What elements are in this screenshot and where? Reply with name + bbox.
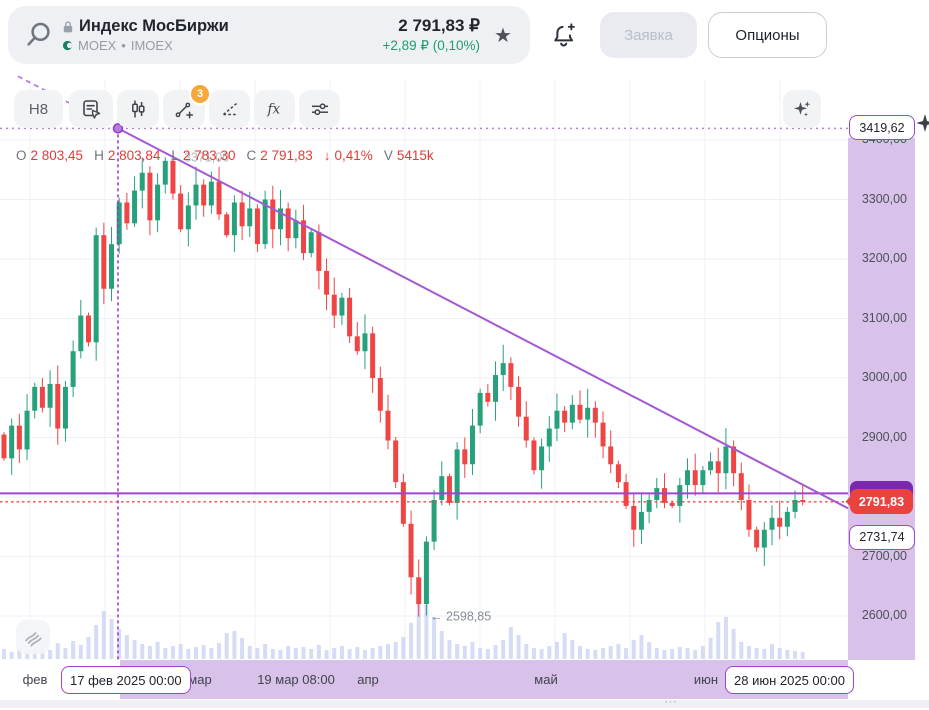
price-axis-label: 3100,00 — [861, 310, 907, 325]
price-axis-label: 3000,00 — [861, 370, 907, 384]
ohlc-v-label: V — [383, 148, 393, 163]
current-price-badge: 2791,83 — [850, 489, 913, 515]
ohlc-l-label: L — [171, 148, 179, 163]
sparkles-icon — [794, 101, 811, 117]
high-marker-label: ← 3371,00 — [168, 150, 229, 164]
drawing-price-handle-top[interactable]: 3419,62 — [849, 115, 915, 141]
options-button[interactable]: Опционы — [708, 12, 827, 58]
exchange-label: MOEX — [78, 38, 117, 53]
ohlc-h-label: Н — [94, 148, 104, 163]
chart-type-button[interactable] — [117, 90, 159, 128]
ohlc-c-value: 2 791,83 — [260, 148, 313, 163]
drawing-date-handle-end[interactable]: 28 июн 2025 00:00 — [725, 666, 854, 694]
time-axis-label: мар — [188, 672, 212, 687]
edge-sparkle-icon — [916, 112, 929, 143]
market-status-icon — [62, 40, 73, 51]
instrument-header[interactable]: Индекс МосБиржи MOEX • IMOEX 2 791,83 ₽ … — [8, 6, 530, 64]
drawing-date-handle-start[interactable]: 17 фев 2025 00:00 — [61, 666, 191, 694]
time-axis-label: май — [534, 672, 558, 687]
chart-canvas[interactable]: ← 3371,00 ← 2598,85 — [0, 72, 929, 664]
broker-watermark-logo — [16, 620, 50, 654]
price-axis-label: 2700,00 — [861, 548, 907, 563]
search-icon — [27, 22, 50, 46]
notes-tool-button[interactable] — [69, 90, 113, 128]
low-marker-label: ← 2598,85 — [430, 610, 491, 624]
fx-icon: fx — [266, 102, 280, 118]
chart-settings-button[interactable] — [299, 90, 340, 128]
ohlc-direction-arrow: ↓ — [323, 148, 331, 163]
ohlc-o-label: О — [16, 148, 27, 163]
instrument-info: Индекс МосБиржи MOEX • IMOEX — [62, 17, 229, 53]
time-axis-label: апр — [357, 672, 379, 687]
alert-bell-button[interactable] — [546, 17, 582, 53]
candlesticks-icon — [132, 100, 145, 118]
price-axis-label: 3300,00 — [861, 191, 907, 206]
measure-tool-button[interactable] — [209, 90, 250, 128]
instrument-title: Индекс МосБиржи — [79, 17, 229, 35]
drawings-count-badge: 3 — [189, 83, 211, 105]
order-button[interactable]: Заявка — [600, 12, 697, 58]
time-axis-label: фев — [22, 672, 48, 687]
lock-icon — [63, 20, 73, 32]
price-axis-label: 2600,00 — [861, 608, 907, 622]
price-change: +2,89 ₽ (0,10%) — [382, 38, 480, 53]
ohlc-h-value: 2 803,84 — [107, 148, 161, 163]
ai-assistant-button[interactable] — [783, 90, 821, 128]
favorite-star-icon[interactable]: ★ — [494, 24, 512, 47]
svg-text:fx: fx — [266, 102, 280, 118]
price-axis-label: 3200,00 — [861, 251, 907, 265]
sliders-icon — [311, 103, 328, 116]
panel-drag-handle[interactable]: ⋯ — [664, 694, 679, 709]
angle-icon — [222, 102, 237, 116]
bottom-panel-edge — [0, 700, 929, 708]
search-button[interactable] — [18, 15, 58, 55]
price-axis-label: 2900,00 — [861, 429, 907, 444]
bell-plus-icon — [554, 23, 575, 47]
drawing-price-handle-bottom[interactable]: 2731,74 — [849, 524, 915, 550]
ohlc-c-label: С — [246, 148, 257, 163]
notes-icon — [83, 100, 101, 119]
indicators-button[interactable]: fx — [254, 90, 295, 128]
ohlc-o-value: 2 803,45 — [30, 148, 84, 163]
price-axis[interactable] — [848, 138, 915, 684]
trendline-plus-icon — [175, 102, 194, 119]
subtitle-separator: • — [121, 38, 126, 53]
price-block: 2 791,83 ₽ +2,89 ₽ (0,10%) — [382, 16, 480, 54]
time-axis-label: 19 мар 08:00 — [257, 672, 335, 687]
ohlc-l-value: 2 783,30 — [182, 148, 236, 163]
last-price: 2 791,83 ₽ — [398, 16, 480, 35]
ohlc-change-pct: 0,41% — [334, 148, 373, 163]
time-axis-label: июн — [693, 672, 719, 687]
timeframe-label: H8 — [28, 100, 49, 118]
ticker-label: IMOEX — [130, 38, 173, 53]
ohlc-volume: 5415k — [396, 148, 434, 163]
timeframe-button[interactable]: H8 — [14, 90, 63, 128]
drawing-tools-button[interactable]: 3 — [163, 83, 211, 128]
